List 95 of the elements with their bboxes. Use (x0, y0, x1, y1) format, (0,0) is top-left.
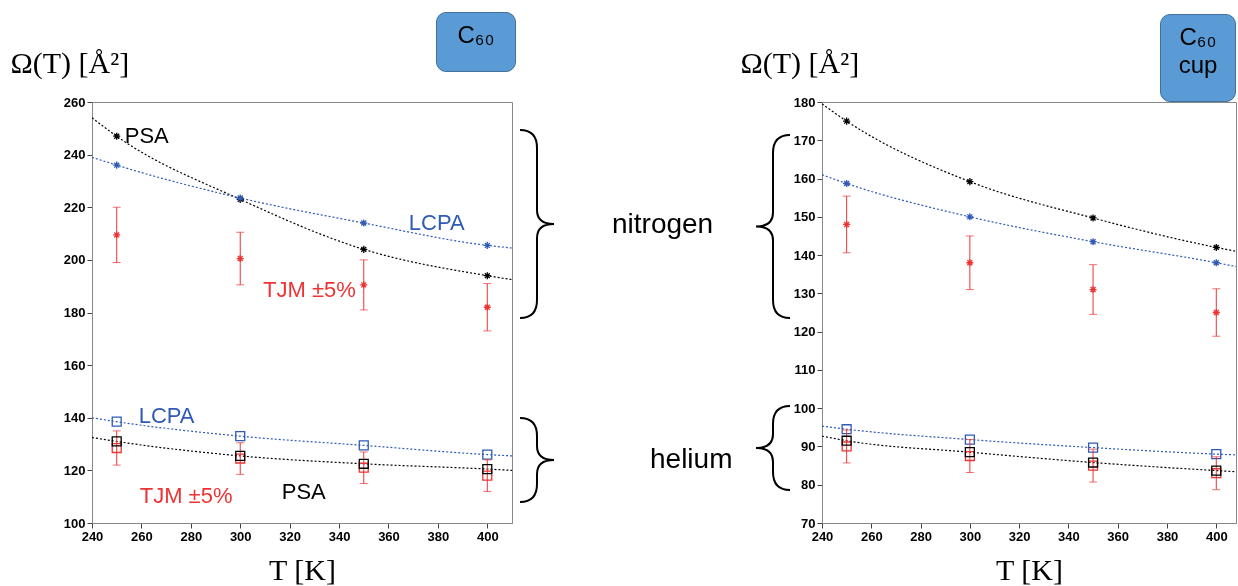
x-tick-label: 280 (910, 528, 932, 544)
y-tick-label: 120 (63, 462, 86, 478)
point (1087, 442, 1099, 453)
point (358, 440, 369, 451)
point (842, 220, 851, 229)
point (841, 435, 852, 446)
point (1211, 448, 1222, 460)
x-tick-label: 400 (1205, 528, 1228, 544)
x-tick-label: 260 (860, 528, 883, 544)
x-tick-label: 300 (959, 528, 982, 544)
y-tick-label: 140 (793, 247, 816, 263)
point (359, 280, 368, 290)
y-tick-label: 170 (793, 132, 816, 148)
point (842, 116, 851, 126)
series-label: TJM ±5% (139, 483, 233, 509)
x-tick-label: 380 (1156, 528, 1179, 544)
x-tick-label: 280 (180, 528, 203, 544)
x-tick-label: 260 (131, 528, 153, 544)
y-tick-label: 140 (63, 410, 86, 426)
point (483, 271, 492, 280)
series-label: LCPA (138, 402, 195, 428)
x-tick-label: 340 (328, 528, 351, 544)
y-axis-title: Ω(T) [Å²] (10, 45, 130, 80)
y-tick-label: 100 (793, 400, 816, 416)
point (1212, 258, 1221, 267)
y-tick-label: 130 (793, 285, 816, 301)
text: nitrogen (612, 208, 714, 240)
point (111, 436, 122, 447)
point (482, 449, 493, 460)
point (842, 179, 851, 188)
point (964, 447, 975, 458)
x-tick-label: 240 (811, 528, 834, 544)
point (841, 441, 852, 452)
y-tick-label: 180 (793, 94, 816, 110)
x-tick-label: 400 (476, 528, 499, 544)
series-label: LCPA (408, 210, 465, 236)
x-axis-title: T [K] (269, 552, 336, 586)
point (483, 241, 492, 250)
x-axis-title: T [K] (996, 552, 1063, 586)
point (235, 431, 246, 442)
x-tick-label: 320 (279, 528, 301, 544)
point (359, 245, 368, 254)
point (1212, 308, 1221, 317)
point (1212, 243, 1221, 252)
point (965, 258, 975, 267)
point (964, 434, 975, 445)
chart-title: C₆₀ cup (1160, 14, 1236, 102)
point (841, 424, 852, 435)
point (482, 470, 493, 481)
y-tick-label: 100 (63, 515, 86, 531)
series-label: PSA (281, 478, 327, 504)
line-series (822, 174, 1236, 268)
y-tick-label: 200 (63, 252, 86, 268)
y-tick-label: 70 (801, 515, 816, 531)
y-tick-label: 120 (793, 324, 816, 340)
line-series (92, 156, 512, 249)
y-tick-label: 160 (63, 357, 86, 373)
x-tick-label: 320 (1008, 528, 1031, 544)
line-series (822, 103, 1236, 252)
y-tick-label: 150 (793, 209, 816, 225)
point (965, 177, 975, 186)
series-label: PSA (124, 123, 170, 149)
x-tick-label: 360 (378, 528, 400, 544)
point (112, 230, 121, 240)
chart-title: C₆₀ (436, 12, 516, 72)
x-tick-label: 300 (229, 528, 252, 544)
point (482, 463, 493, 475)
point (359, 218, 368, 228)
y-tick-label: 160 (793, 171, 816, 187)
y-tick-label: 110 (794, 362, 816, 378)
line-series (92, 117, 512, 281)
point (965, 212, 975, 221)
y-tick-label: 90 (801, 438, 816, 454)
series-label: TJM ±5% (263, 276, 356, 302)
point (358, 458, 369, 469)
text: helium (650, 443, 733, 475)
point (483, 303, 492, 312)
y-tick-label: 260 (63, 94, 86, 110)
point (111, 416, 122, 427)
point (111, 442, 122, 454)
y-tick-label: 80 (801, 477, 816, 493)
x-tick-label: 380 (427, 528, 450, 544)
x-tick-label: 340 (1058, 528, 1080, 544)
y-tick-label: 220 (63, 199, 86, 215)
x-tick-label: 240 (81, 528, 104, 544)
point (112, 160, 121, 170)
x-tick-label: 360 (1107, 528, 1130, 544)
point (1088, 237, 1098, 246)
y-axis-title: Ω(T) [Å²] (740, 45, 860, 80)
point (1088, 213, 1098, 223)
y-tick-label: 180 (63, 305, 86, 320)
y-tick-label: 240 (63, 147, 86, 163)
point (112, 132, 121, 141)
point (236, 254, 245, 263)
point (1088, 285, 1098, 294)
